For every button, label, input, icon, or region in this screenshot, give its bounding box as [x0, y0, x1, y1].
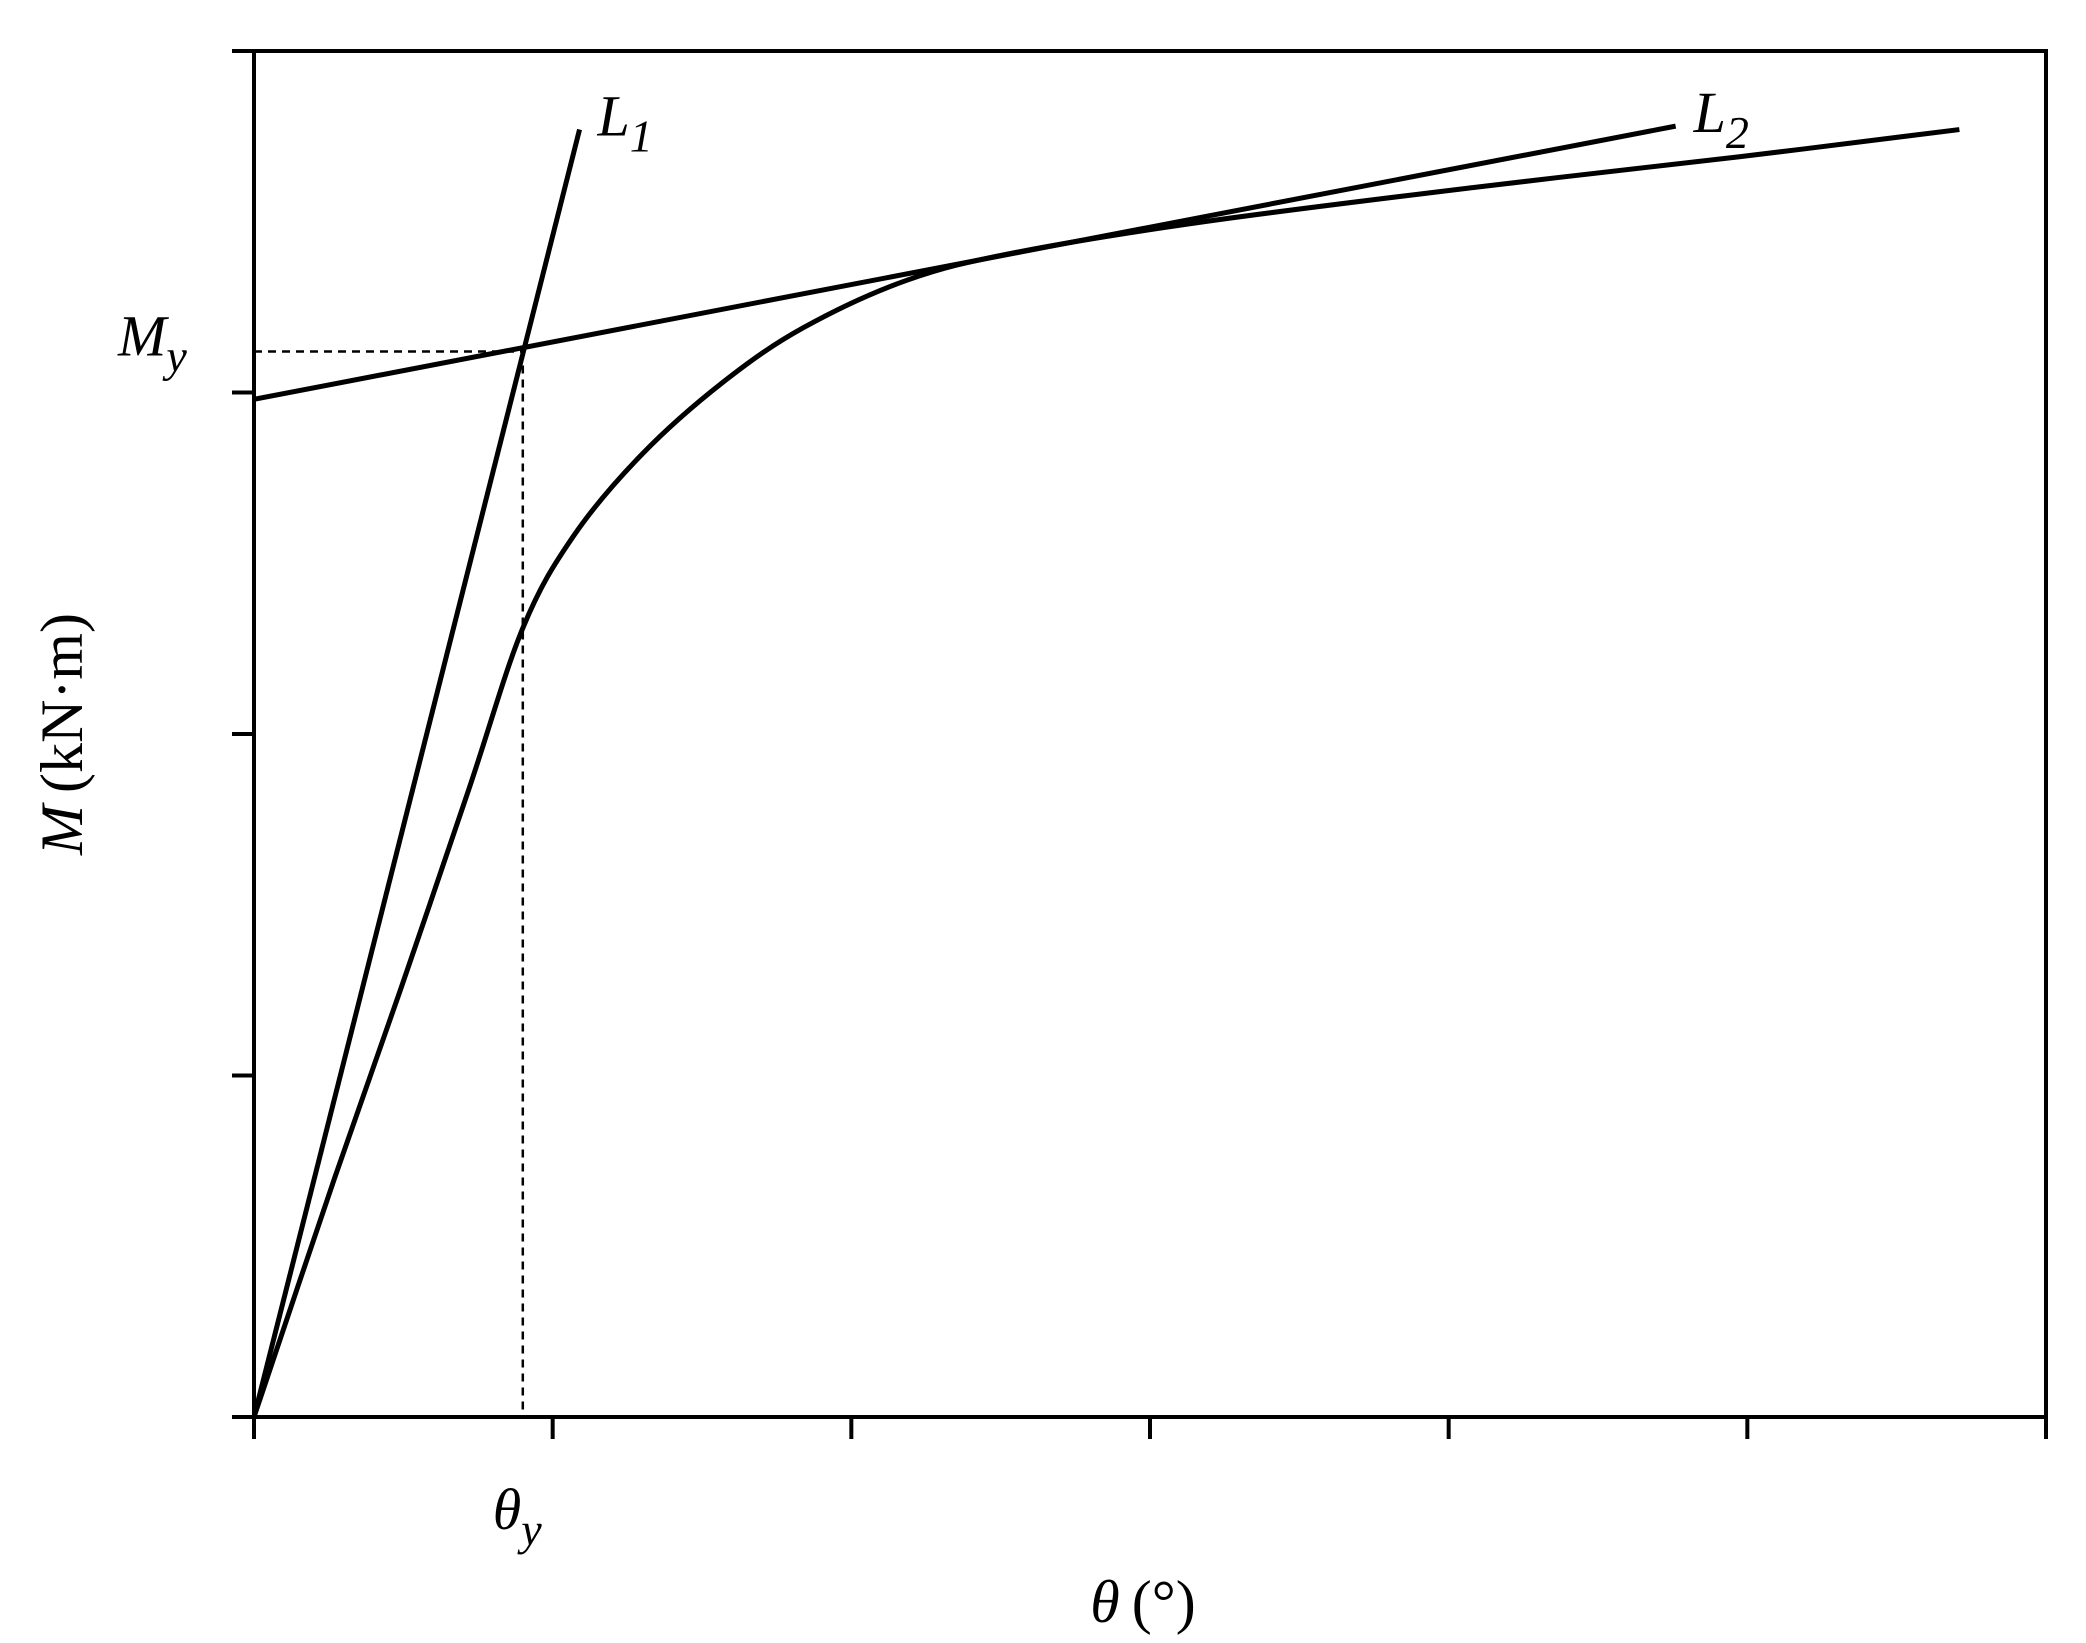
yield-x-label: θy — [493, 1477, 543, 1555]
tangent-line — [251, 128, 582, 1418]
line-label-name: L — [597, 84, 630, 149]
y-title-symbol: M — [29, 802, 95, 856]
y-axis-title: M (kN·m) — [29, 613, 95, 856]
yield-y-label: My — [117, 304, 187, 382]
line-label: L1 — [597, 84, 653, 162]
line-label-subscript: 1 — [630, 111, 653, 162]
x-title-symbol: θ — [1090, 1569, 1119, 1635]
yield-y-label-symbol: M — [117, 304, 169, 369]
yield-y-label-subscript: y — [162, 331, 187, 382]
y-title-unit: (kN·m) — [29, 613, 95, 793]
line-label-subscript: 2 — [1726, 107, 1749, 158]
line-label-name: L — [1693, 80, 1726, 145]
line-label: L2 — [1693, 80, 1749, 158]
moment-rotation-curve — [251, 127, 1960, 1418]
x-title-unit: (°) — [1132, 1569, 1196, 1635]
yield-x-label-subscript: y — [517, 1504, 542, 1555]
x-axis-title: θ (°) — [1090, 1569, 1195, 1635]
yield-x-label-symbol: θ — [493, 1477, 522, 1542]
